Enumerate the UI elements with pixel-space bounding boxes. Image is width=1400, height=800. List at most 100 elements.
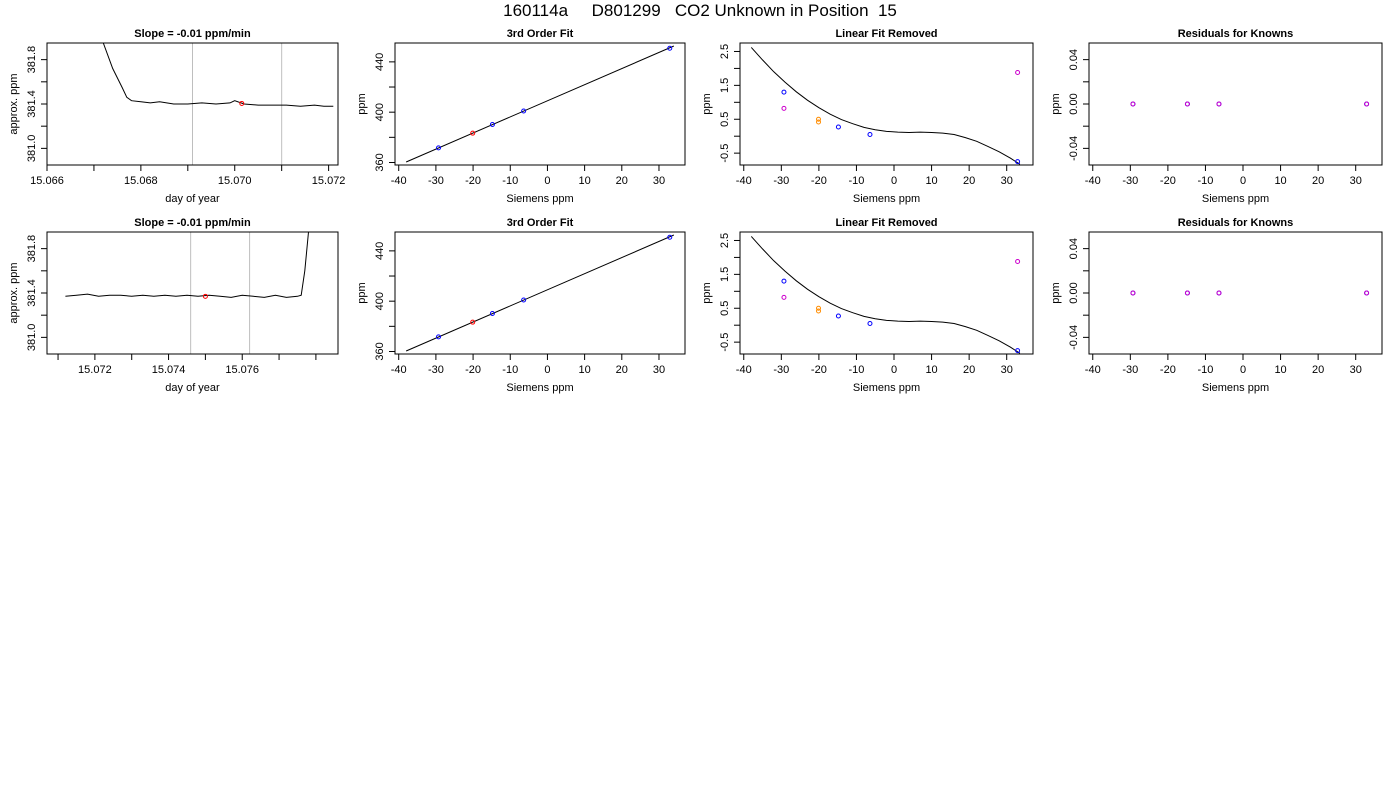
panel-8: Residuals for Knowns -40 -30 -20 -10 0 10 20 30 -… bbox=[1050, 217, 1383, 394]
x-tick-label: 10 bbox=[1274, 175, 1286, 187]
y-tick-label: 0.04 bbox=[1068, 238, 1080, 259]
y-tick-label: -0.5 bbox=[719, 144, 731, 163]
x-tick-label: 15.072 bbox=[78, 364, 112, 376]
trace-line bbox=[65, 232, 309, 298]
plot-area bbox=[405, 234, 675, 352]
y-axis-label: ppm bbox=[356, 282, 368, 303]
unknown-point bbox=[470, 319, 476, 325]
x-tick-label: -40 bbox=[736, 364, 752, 376]
x-tick-label: -10 bbox=[1197, 364, 1213, 376]
y-tick-label: 381.4 bbox=[26, 90, 38, 118]
x-tick-label: 10 bbox=[925, 364, 937, 376]
x-tick-label: -40 bbox=[736, 175, 752, 187]
y-tick-label: 381.4 bbox=[26, 279, 38, 307]
y-axis-label: ppm bbox=[356, 93, 368, 114]
page-title: 160114a D801299 CO2 Unknown in Position … bbox=[503, 1, 897, 20]
known-point bbox=[489, 122, 495, 128]
unknown-point bbox=[470, 130, 476, 136]
plot-frame bbox=[1088, 231, 1383, 355]
panel-7: Linear Fit Removed -40 -30 -20 -10 0 10 20 30 -0.… bbox=[701, 217, 1034, 394]
x-tick-label: 20 bbox=[616, 175, 628, 187]
known-point bbox=[867, 132, 873, 137]
x-axis-label: Siemens ppm bbox=[506, 193, 573, 205]
x-tick-label: 20 bbox=[963, 364, 975, 376]
trace-line bbox=[102, 43, 334, 107]
flagged-point bbox=[1015, 258, 1021, 264]
x-tick-label: 0 bbox=[891, 175, 897, 187]
known-point bbox=[781, 278, 787, 284]
x-tick-label: 20 bbox=[616, 364, 628, 376]
orange-point bbox=[816, 308, 822, 314]
fit-curve bbox=[750, 47, 1021, 165]
panel-1: Slope = -0.01 ppm/min 15.066 15.068 15.070 1… bbox=[8, 28, 345, 205]
flagged-point bbox=[1184, 290, 1190, 296]
y-tick-label: -0.5 bbox=[719, 333, 731, 352]
known-point bbox=[436, 145, 441, 151]
x-tick-label: 30 bbox=[1001, 364, 1013, 376]
plot-area bbox=[65, 232, 309, 299]
x-axis-label: Siemens ppm bbox=[506, 382, 573, 394]
known-point bbox=[667, 234, 673, 240]
x-tick-label: 0 bbox=[544, 364, 550, 376]
panel-title: Residuals for Knowns bbox=[1178, 28, 1294, 40]
x-axis-label: day of year bbox=[165, 193, 220, 205]
x-tick-label: -20 bbox=[465, 175, 481, 187]
x-tick-label: -20 bbox=[465, 364, 481, 376]
flagged-point bbox=[781, 294, 787, 300]
x-axis-label: Siemens ppm bbox=[1202, 382, 1269, 394]
x-tick-label: 10 bbox=[925, 175, 937, 187]
y-tick-label: 0.5 bbox=[719, 301, 731, 316]
x-tick-label: -30 bbox=[1122, 175, 1138, 187]
panel-title: 3rd Order Fit bbox=[507, 217, 574, 229]
plot-area bbox=[750, 47, 1021, 165]
y-tick-label: 381.8 bbox=[26, 235, 38, 263]
y-tick-label: 2.5 bbox=[719, 233, 731, 248]
x-axis-label: day of year bbox=[165, 382, 220, 394]
plot-frame bbox=[739, 42, 1034, 166]
panel-4: Residuals for Knowns -40 -30 -20 -10 0 10 20 30 -… bbox=[1050, 28, 1383, 205]
panel-title: Residuals for Knowns bbox=[1178, 217, 1294, 229]
flagged-point bbox=[1364, 101, 1370, 107]
x-tick-label: 15.072 bbox=[312, 175, 346, 187]
known-point bbox=[436, 334, 441, 340]
plot-frame bbox=[46, 231, 339, 355]
x-tick-label: 10 bbox=[578, 364, 590, 376]
y-tick-label: 1.5 bbox=[719, 78, 731, 93]
y-axis-label: ppm bbox=[1050, 282, 1062, 303]
unknown-point bbox=[202, 293, 208, 299]
x-tick-label: -30 bbox=[428, 175, 444, 187]
flagged-point bbox=[1130, 101, 1136, 107]
fit-line bbox=[405, 234, 675, 352]
plot-frame bbox=[394, 42, 686, 166]
plot-area bbox=[405, 45, 675, 163]
x-tick-label: 15.070 bbox=[218, 175, 252, 187]
x-tick-label: 10 bbox=[1274, 364, 1286, 376]
panel-title: Linear Fit Removed bbox=[835, 28, 937, 40]
y-axis-label: ppm bbox=[701, 282, 713, 303]
y-tick-label: 0.00 bbox=[1068, 93, 1080, 114]
x-tick-label: -30 bbox=[428, 364, 444, 376]
x-tick-label: 30 bbox=[1001, 175, 1013, 187]
x-tick-label: 30 bbox=[1350, 175, 1362, 187]
y-tick-label: 1.5 bbox=[719, 267, 731, 282]
flagged-point bbox=[1364, 290, 1370, 296]
x-tick-label: 20 bbox=[963, 175, 975, 187]
x-tick-label: 0 bbox=[544, 175, 550, 187]
flagged-point bbox=[1130, 290, 1136, 296]
known-point bbox=[521, 297, 527, 303]
fit-curve bbox=[750, 236, 1021, 354]
known-point bbox=[867, 321, 873, 326]
y-tick-label: 440 bbox=[374, 242, 386, 260]
x-tick-label: -20 bbox=[811, 364, 827, 376]
x-axis-label: Siemens ppm bbox=[853, 382, 920, 394]
y-tick-label: 360 bbox=[374, 153, 386, 171]
x-tick-label: -40 bbox=[391, 364, 407, 376]
x-axis-label: Siemens ppm bbox=[1202, 193, 1269, 205]
panel-5: Slope = -0.01 ppm/min 15.072 15.074 15.076 3… bbox=[8, 217, 339, 394]
plot-frame bbox=[394, 231, 686, 355]
x-tick-label: -10 bbox=[848, 364, 864, 376]
x-tick-label: 20 bbox=[1312, 364, 1324, 376]
x-tick-label: 0 bbox=[1240, 175, 1246, 187]
orange-point bbox=[816, 119, 822, 125]
x-tick-label: 30 bbox=[653, 364, 665, 376]
